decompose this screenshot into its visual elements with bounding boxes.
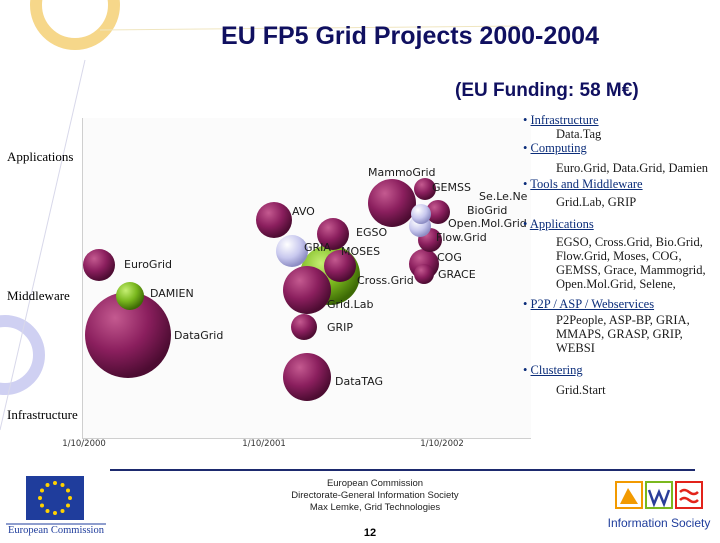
category-items: Grid.Start <box>556 383 606 397</box>
bubble-label-grid-lab: Grid.Lab <box>327 298 373 311</box>
page-subtitle: (EU Funding: 58 M€) <box>455 80 639 101</box>
bubble-grip <box>291 314 317 340</box>
page-number: 12 <box>363 527 377 539</box>
category-block-applications: • Applications EGSO, Cross.Grid, Bio.Gri… <box>523 217 720 291</box>
x-tick-2000: 1/10/2000 <box>62 439 106 449</box>
category-block-infrastructure: • Infrastructure Data.Tag <box>523 113 720 141</box>
bubble-avo <box>256 202 292 238</box>
eu-flag-icon <box>6 476 106 525</box>
category-items: Euro.Grid, Data.Grid, Damien <box>556 161 709 175</box>
bubble-biogrid <box>426 200 450 224</box>
bubble-gemss <box>414 178 436 200</box>
bubble-grid-lab <box>283 266 331 314</box>
ec-logo-label: European Commission <box>8 525 104 536</box>
project-category-list: • Infrastructure Data.Tag • Computing Eu… <box>523 113 720 397</box>
bubble-grace <box>414 264 434 284</box>
footer-line-2: Directorate-General Information Society <box>291 490 459 501</box>
bubble-datatag <box>283 353 331 401</box>
bubble-label-damien: DAMIEN <box>150 287 194 300</box>
category-items: P2People, ASP-BP, GRIA, MMAPS, GRASP, GR… <box>556 313 690 355</box>
category-label[interactable]: P2P / ASP / Webservices <box>530 297 655 311</box>
eu-star-icon <box>53 481 57 485</box>
bubble-label-datatag: DataTAG <box>335 375 383 388</box>
information-society-logo: Information Society <box>598 478 720 538</box>
category-block-p2p: • P2P / ASP / Webservices P2People, ASP-… <box>523 297 720 355</box>
row-label-middleware: Middleware <box>7 288 70 303</box>
bubble-label-cog: COG <box>437 251 462 264</box>
category-block-computing: • Computing Euro.Grid, Data.Grid, Damien <box>523 141 720 175</box>
bubble-label-grace: GRACE <box>438 268 476 281</box>
footer-line-1: European Commission <box>326 478 424 489</box>
row-label-infrastructure: Infrastructure <box>7 407 78 422</box>
eu-star-icon <box>45 509 50 513</box>
eu-star-icon <box>68 496 72 500</box>
bubble-label-biogrid: BioGrid <box>467 204 507 217</box>
bubble-label-egso: EGSO <box>356 226 387 239</box>
eu-star-icon <box>45 483 50 487</box>
bubble-label-gemss: GEMSS <box>432 181 471 194</box>
bubble-label-gria: GRIA <box>304 241 331 254</box>
category-items: EGSO, Cross.Grid, Bio.Grid, Flow.Grid, M… <box>556 235 706 291</box>
footer-divider <box>110 469 695 471</box>
eu-star-icon <box>40 503 44 508</box>
category-items: Data.Tag <box>556 127 602 141</box>
bubble-label-se-le-ne: Se.Le.Ne <box>479 190 528 203</box>
category-label[interactable]: Clustering <box>530 363 583 377</box>
footer-credits: European Commission Directorate-General … <box>250 478 500 514</box>
row-label-applications: Applications <box>7 149 74 164</box>
bubble-eurogrid <box>83 249 115 281</box>
category-label[interactable]: Computing <box>530 141 587 155</box>
category-items: Grid.Lab, GRIP <box>556 195 637 209</box>
bubble-label-grip: GRIP <box>327 321 353 334</box>
page-title: EU FP5 Grid Projects 2000-2004 <box>221 22 599 50</box>
category-label[interactable]: Tools and Middleware <box>530 177 643 191</box>
bubble-se-le-ne <box>411 204 431 224</box>
category-block-tools: • Tools and Middleware Grid.Lab, GRIP <box>523 177 720 209</box>
bubble-label-avo: AVO <box>292 205 315 218</box>
x-tick-2001: 1/10/2001 <box>242 439 286 449</box>
bubble-egso <box>317 218 349 250</box>
eu-star-icon <box>66 503 70 508</box>
footer-line-3: Max Lemke, Grid Technologies <box>309 502 441 513</box>
category-block-clustering: • Clustering Grid.Start <box>523 363 720 397</box>
european-commission-logo: European Commission <box>4 474 108 538</box>
bubble-label-mammogrid: MammoGrid <box>368 166 435 179</box>
eu-star-icon <box>66 488 70 493</box>
eu-star-icon <box>60 483 65 487</box>
eu-star-icon <box>38 496 42 500</box>
bubble-gria <box>276 235 308 267</box>
category-label[interactable]: Applications <box>529 217 594 231</box>
bubble-mammogrid <box>368 179 416 227</box>
bubble-label-flow-grid: Flow.Grid <box>436 231 487 244</box>
bubble-label-moses: MOSES <box>341 245 380 258</box>
category-label[interactable]: Infrastructure <box>530 113 599 127</box>
x-tick-2002: 1/10/2002 <box>420 439 464 449</box>
eu-star-icon <box>40 488 44 493</box>
bubble-label-eurogrid: EuroGrid <box>124 258 172 271</box>
eu-star-icon <box>53 511 57 515</box>
bubble-moses <box>324 250 356 282</box>
info-society-mark-icon <box>615 481 703 509</box>
eu-star-icon <box>60 509 65 513</box>
bubble-damien <box>116 282 144 310</box>
bubble-label-cross-grid: Cross.Grid <box>357 274 414 287</box>
bubble-label-datagrid: DataGrid <box>174 329 223 342</box>
bubble-label-open-mol-grid: Open.Mol.Grid <box>448 217 527 230</box>
bubble-datagrid <box>85 292 171 378</box>
info-society-label: Information Society <box>607 516 711 530</box>
